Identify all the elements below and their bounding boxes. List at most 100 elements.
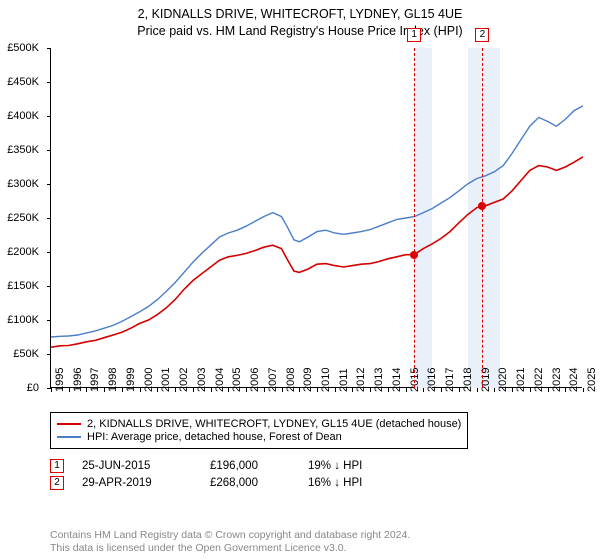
x-tick-mark xyxy=(406,388,407,392)
x-tick-label: 1997 xyxy=(89,368,101,392)
x-tick-mark xyxy=(352,388,353,392)
x-tick-label: 1995 xyxy=(54,368,66,392)
y-tick-label: £50K xyxy=(0,348,39,360)
x-tick-label: 2010 xyxy=(320,368,332,392)
legend-and-sales: 2, KIDNALLS DRIVE, WHITECROFT, LYDNEY, G… xyxy=(50,412,582,493)
y-tick-mark xyxy=(47,48,51,49)
y-tick-label: £400K xyxy=(0,110,39,122)
y-tick-label: £100K xyxy=(0,314,39,326)
x-tick-label: 2020 xyxy=(497,368,509,392)
x-tick-mark xyxy=(459,388,460,392)
series-price_paid xyxy=(51,157,583,347)
x-tick-label: 2023 xyxy=(551,368,563,392)
title-address: 2, KIDNALLS DRIVE, WHITECROFT, LYDNEY, G… xyxy=(0,6,600,23)
x-tick-mark xyxy=(494,388,495,392)
sales-marker-id: 1 xyxy=(50,459,64,473)
x-tick-mark xyxy=(157,388,158,392)
x-tick-mark xyxy=(299,388,300,392)
x-tick-label: 2022 xyxy=(533,368,545,392)
sale-marker-line xyxy=(414,48,415,388)
sale-marker-line xyxy=(482,48,483,388)
sales-marker-id: 2 xyxy=(50,476,64,490)
x-tick-mark xyxy=(264,388,265,392)
x-tick-label: 2017 xyxy=(444,368,456,392)
y-tick-mark xyxy=(47,82,51,83)
x-tick-label: 2025 xyxy=(586,368,598,392)
series-hpi xyxy=(51,106,583,337)
sale-marker-box: 2 xyxy=(475,28,489,42)
x-tick-label: 1998 xyxy=(107,368,119,392)
x-tick-label: 2006 xyxy=(249,368,261,392)
x-tick-label: 2021 xyxy=(515,368,527,392)
y-tick-label: £0 xyxy=(0,382,39,394)
sales-diff: 19% ↓ HPI xyxy=(308,460,408,472)
x-tick-mark xyxy=(441,388,442,392)
y-tick-mark xyxy=(47,218,51,219)
sale-marker-box: 1 xyxy=(407,28,421,42)
x-tick-mark xyxy=(282,388,283,392)
x-tick-mark xyxy=(175,388,176,392)
x-tick-mark xyxy=(530,388,531,392)
y-tick-label: £200K xyxy=(0,246,39,258)
plot-area: £0£50K£100K£150K£200K£250K£300K£350K£400… xyxy=(50,48,582,388)
y-tick-mark xyxy=(47,354,51,355)
y-tick-mark xyxy=(47,184,51,185)
y-tick-mark xyxy=(47,320,51,321)
sales-table: 1 25-JUN-2015 £196,000 19% ↓ HPI 229-APR-201… xyxy=(50,459,582,490)
x-tick-label: 2012 xyxy=(355,368,367,392)
x-tick-label: 2018 xyxy=(462,368,474,392)
footer-attribution: Contains HM Land Registry data © Crown c… xyxy=(50,529,410,556)
x-tick-mark xyxy=(583,388,584,392)
x-tick-mark xyxy=(140,388,141,392)
x-tick-label: 2005 xyxy=(231,368,243,392)
y-tick-mark xyxy=(47,286,51,287)
x-tick-mark xyxy=(51,388,52,392)
x-tick-mark xyxy=(370,388,371,392)
x-tick-label: 2013 xyxy=(373,368,385,392)
y-tick-label: £350K xyxy=(0,144,39,156)
footer-line2: This data is licensed under the Open Gov… xyxy=(50,542,410,556)
legend-swatch xyxy=(57,436,81,438)
sales-date: 25-JUN-2015 xyxy=(82,460,192,472)
sales-price: £268,000 xyxy=(210,477,290,489)
x-tick-label: 2009 xyxy=(302,368,314,392)
x-tick-mark xyxy=(477,388,478,392)
x-tick-label: 2008 xyxy=(285,368,297,392)
x-tick-mark xyxy=(335,388,336,392)
line-series-svg xyxy=(51,48,583,388)
sale-point xyxy=(410,251,418,259)
x-tick-label: 2011 xyxy=(338,368,350,392)
x-tick-label: 2019 xyxy=(480,368,492,392)
x-tick-label: 2024 xyxy=(568,368,580,392)
sales-price: £196,000 xyxy=(210,460,290,472)
sale-point xyxy=(478,202,486,210)
x-tick-mark xyxy=(69,388,70,392)
x-tick-mark xyxy=(512,388,513,392)
sales-row: 1 25-JUN-2015 £196,000 19% ↓ HPI xyxy=(50,459,582,473)
y-tick-mark xyxy=(47,252,51,253)
y-tick-label: £450K xyxy=(0,76,39,88)
x-tick-mark xyxy=(211,388,212,392)
x-tick-mark xyxy=(548,388,549,392)
y-tick-label: £500K xyxy=(0,42,39,54)
legend-item: 2, KIDNALLS DRIVE, WHITECROFT, LYDNEY, G… xyxy=(57,418,461,430)
x-tick-label: 2004 xyxy=(214,368,226,392)
x-tick-label: 2002 xyxy=(178,368,190,392)
chart-area: £0£50K£100K£150K£200K£250K£300K£350K£400… xyxy=(50,48,582,406)
x-tick-mark xyxy=(122,388,123,392)
y-tick-mark xyxy=(47,150,51,151)
x-tick-mark xyxy=(246,388,247,392)
x-tick-mark xyxy=(423,388,424,392)
chart-title: 2, KIDNALLS DRIVE, WHITECROFT, LYDNEY, G… xyxy=(0,0,600,40)
x-tick-mark xyxy=(317,388,318,392)
legend-swatch xyxy=(57,423,81,425)
y-tick-mark xyxy=(47,116,51,117)
x-tick-mark xyxy=(86,388,87,392)
x-tick-label: 2000 xyxy=(143,368,155,392)
x-tick-mark xyxy=(104,388,105,392)
x-tick-mark xyxy=(388,388,389,392)
x-tick-label: 1999 xyxy=(125,368,137,392)
x-tick-mark xyxy=(193,388,194,392)
title-subtitle: Price paid vs. HM Land Registry's House … xyxy=(0,23,600,40)
sales-row: 229-APR-2019£268,00016% ↓ HPI xyxy=(50,476,582,490)
